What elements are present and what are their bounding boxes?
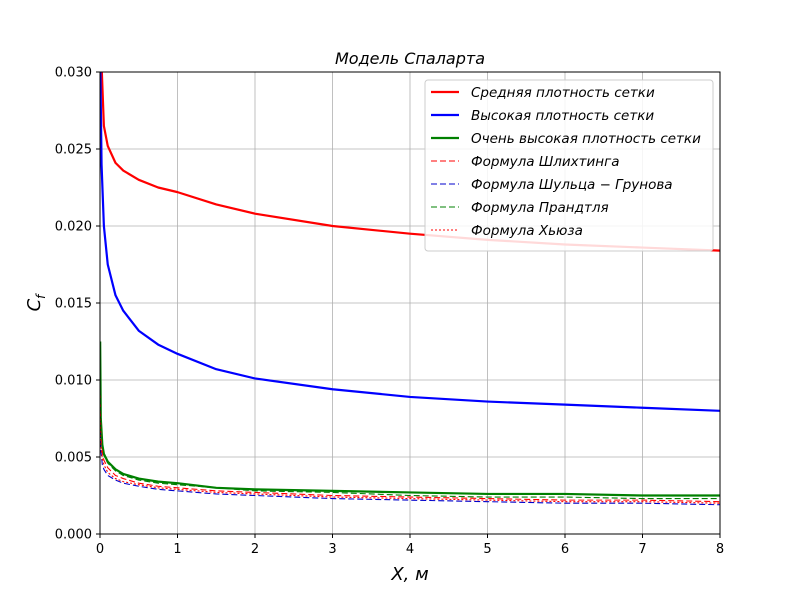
x-tick-label: 1 (173, 542, 181, 557)
y-tick-label: 0.025 (55, 143, 92, 158)
y-tick-label: 0.030 (55, 66, 92, 81)
x-tick-label: 5 (483, 542, 491, 557)
legend-label: Высокая плотность сетки (471, 108, 654, 124)
legend-label: Очень высокая плотность сетки (471, 131, 701, 147)
legend-label: Формула Шульца − Грунова (471, 177, 673, 193)
legend-box (424, 79, 714, 252)
x-axis-label: X, м (390, 564, 428, 585)
x-tick-label: 3 (328, 542, 336, 557)
legend-label: Формула Прандтля (471, 200, 609, 216)
y-tick-label: 0.000 (55, 528, 92, 543)
series-line-2 (100, 72, 720, 412)
series-line-5 (100, 423, 720, 506)
axis-ticks: 0 1 2 3 4 5 6 7 8 0.000 0.005 0.010 0.015 0.020 0.025 0… (55, 66, 724, 558)
y-tick-label: 0.010 (55, 374, 92, 389)
x-tick-label: 6 (561, 542, 569, 557)
chart-title: Модель Спаларта (335, 49, 485, 68)
series-line-6 (100, 379, 720, 500)
x-tick-label: 0 (96, 542, 104, 557)
legend-label: Формула Шлихтинга (471, 154, 619, 170)
y-tick-label: 0.015 (55, 297, 92, 312)
x-tick-label: 7 (638, 542, 646, 557)
legend-label: Формула Хьюза (471, 223, 583, 239)
series-line-7 (100, 410, 720, 504)
x-tick-label: 8 (716, 542, 724, 557)
y-tick-label: 0.020 (55, 220, 92, 235)
legend: Средняя плотность сетки Высокая плотность… (424, 79, 714, 252)
plot-frame (99, 71, 721, 535)
legend-label: Средняя плотность сетки (471, 85, 655, 101)
series-line-4 (100, 395, 720, 503)
x-tick-label: 4 (406, 542, 414, 557)
x-tick-label: 2 (251, 542, 259, 557)
y-tick-label: 0.005 (55, 451, 92, 466)
